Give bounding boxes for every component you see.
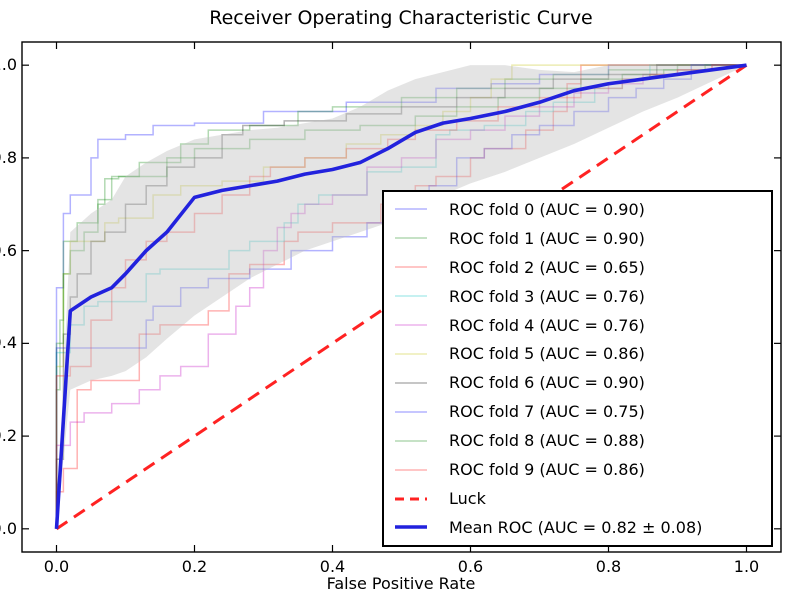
- luck-line: [55, 63, 748, 531]
- y-tick-label: 0.6: [0, 240, 17, 260]
- y-tick-label: 0.8: [0, 147, 17, 167]
- legend-item-label: Luck: [449, 489, 486, 509]
- legend-item-label: Mean ROC (AUC = 0.82 ± 0.08): [449, 517, 703, 537]
- legend-item-luck: Luck: [384, 485, 771, 513]
- x-tick-label: 0.2: [181, 557, 208, 576]
- legend-item-label: ROC fold 1 (AUC = 0.90): [449, 228, 645, 248]
- roc-curve-fold-3: [55, 64, 747, 529]
- chart-title: Receiver Operating Characteristic Curve: [209, 7, 593, 29]
- x-tick-label: 0.0: [43, 557, 70, 576]
- legend-item-label: ROC fold 7 (AUC = 0.75): [449, 402, 645, 422]
- legend-item-label: ROC fold 6 (AUC = 0.90): [449, 373, 645, 393]
- legend-item-label: ROC fold 3 (AUC = 0.76): [449, 286, 645, 306]
- legend-line-swatch: [395, 237, 427, 240]
- legend-item-roc-fold-0-auc-0-90: ROC fold 0 (AUC = 0.90): [384, 195, 771, 223]
- x-tick-label: 0.4: [319, 557, 346, 576]
- x-tick-label: 0.8: [595, 557, 622, 576]
- roc-curve-fold-6: [55, 64, 747, 529]
- legend-line-swatch: [395, 324, 427, 326]
- legend-line-swatch: [395, 382, 427, 384]
- std-dev-band: [56, 65, 747, 529]
- legend-item-label: ROC fold 0 (AUC = 0.90): [449, 199, 645, 219]
- y-tick-label: 1.0: [0, 55, 17, 75]
- legend-item-label: ROC fold 2 (AUC = 0.65): [449, 257, 645, 277]
- legend: ROC fold 0 (AUC = 0.90) ROC fold 1 (AUC =…: [382, 190, 773, 547]
- legend-line-swatch: [395, 525, 427, 530]
- legend-item-roc-fold-2-auc-0-65: ROC fold 2 (AUC = 0.65): [384, 253, 771, 281]
- roc-curve-fold-2: [55, 64, 747, 529]
- roc-curve-fold-0: [55, 64, 747, 529]
- legend-item-roc-fold-7-auc-0-75: ROC fold 7 (AUC = 0.75): [384, 398, 771, 426]
- legend-line-swatch: [395, 266, 427, 269]
- roc-curve-fold-9: [55, 64, 747, 529]
- legend-item-label: ROC fold 5 (AUC = 0.86): [449, 344, 645, 364]
- legend-line-swatch: [395, 468, 427, 471]
- legend-line-swatch: [395, 497, 427, 501]
- legend-item-roc-fold-5-auc-0-86: ROC fold 5 (AUC = 0.86): [384, 340, 771, 368]
- legend-line-swatch: [395, 295, 427, 297]
- roc-curve-fold-4: [55, 64, 747, 529]
- legend-item-roc-fold-8-auc-0-88: ROC fold 8 (AUC = 0.88): [384, 427, 771, 455]
- x-tick-label: 0.6: [457, 557, 484, 576]
- y-tick-label: 0.4: [0, 333, 17, 353]
- legend-item-label: ROC fold 8 (AUC = 0.88): [449, 431, 645, 451]
- legend-item-label: ROC fold 4 (AUC = 0.76): [449, 315, 645, 335]
- x-tick-label: 1.0: [733, 557, 760, 576]
- legend-line-swatch: [395, 439, 427, 442]
- legend-item-roc-fold-6-auc-0-90: ROC fold 6 (AUC = 0.90): [384, 369, 771, 397]
- y-tick-label: 0.2: [0, 426, 17, 446]
- legend-line-swatch: [395, 208, 427, 211]
- roc-curve-fold-5: [55, 64, 747, 529]
- legend-line-swatch: [395, 411, 427, 413]
- legend-line-swatch: [395, 353, 427, 355]
- x-axis-label: False Positive Rate: [326, 574, 476, 593]
- y-tick-label: 0.0: [0, 518, 17, 538]
- legend-item-roc-fold-1-auc-0-90: ROC fold 1 (AUC = 0.90): [384, 224, 771, 252]
- roc-curve-fold-1: [55, 64, 747, 529]
- legend-item-roc-fold-4-auc-0-76: ROC fold 4 (AUC = 0.76): [384, 311, 771, 339]
- legend-item-roc-fold-3-auc-0-76: ROC fold 3 (AUC = 0.76): [384, 282, 771, 310]
- legend-item-mean-roc-auc-0-82-0-08: Mean ROC (AUC = 0.82 ± 0.08): [384, 513, 771, 541]
- axes-frame: [21, 41, 782, 553]
- legend-item-roc-fold-9-auc-0-86: ROC fold 9 (AUC = 0.86): [384, 456, 771, 484]
- legend-item-label: ROC fold 9 (AUC = 0.86): [449, 460, 645, 480]
- mean-roc-line: [54, 63, 747, 529]
- roc-curve-fold-8: [55, 64, 747, 529]
